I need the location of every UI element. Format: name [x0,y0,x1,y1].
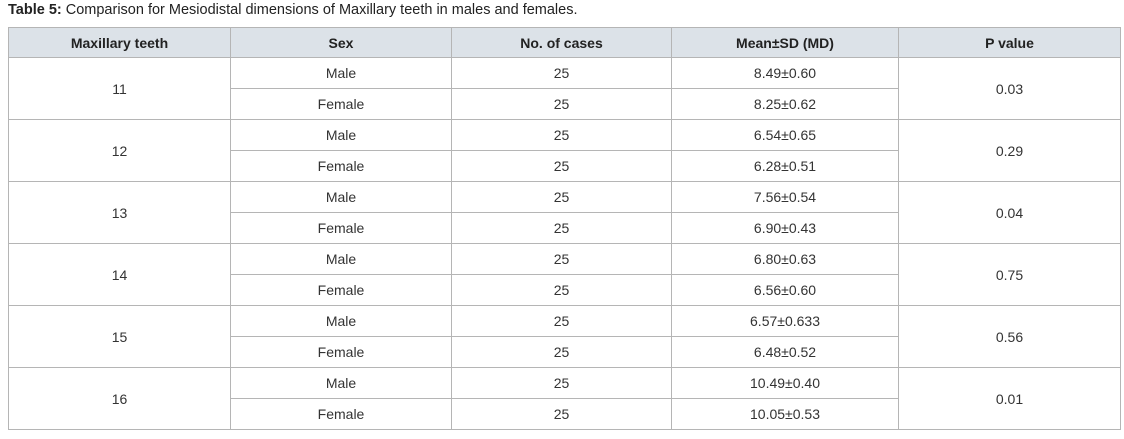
cases-cell: 25 [451,243,672,275]
tooth-cell: 12 [8,119,231,182]
cases-cell: 25 [451,88,672,120]
caption-label: Table 5: [8,2,62,18]
table-row: 14 Male 25 6.80±0.63 0.75 [8,243,1121,306]
header-row: Maxillary teeth Sex No. of cases Mean±SD (M… [8,27,1121,58]
header-cell: Sex [230,27,452,58]
table-row: 13 Male 25 7.56±0.54 0.04 [8,181,1121,244]
caption-text: Comparison for Mesiodistal dimensions of… [65,2,578,18]
table-row: 12 Male 25 6.54±0.65 0.29 [8,119,1121,182]
sex-cell: Female [230,398,452,430]
mean-sd-cell: 7.56±0.54 [671,181,899,213]
cases-cell: 25 [451,181,672,213]
mean-sd-cell: 6.54±0.65 [671,119,899,151]
cases-cell: 25 [451,57,672,89]
table-row: Female 25 8.25±0.62 [9,88,1121,120]
tooth-cell: 15 [8,305,231,368]
mean-sd-cell: 6.28±0.51 [671,150,899,182]
cases-cell: 25 [451,398,672,430]
tooth-cell: 14 [8,243,231,306]
sex-cell: Female [230,88,452,120]
cases-cell: 25 [451,305,672,337]
mean-sd-cell: 6.57±0.633 [671,305,899,337]
table-body: 11 Male 25 8.49±0.60 0.03 Female 25 8.25±0.62 12… [8,57,1121,430]
cases-cell: 25 [451,274,672,306]
table-row: Female 25 6.56±0.60 [9,274,1121,306]
mean-sd-cell: 10.49±0.40 [671,367,899,399]
cases-cell: 25 [451,119,672,151]
sex-cell: Female [230,274,452,306]
caption: Table 5: Comparison for Mesiodistal dime… [8,2,578,18]
tooth-cell: 13 [8,181,231,244]
table-row: 11 Male 25 8.49±0.60 0.03 [8,57,1121,120]
p-value-cell: 0.01 [898,367,1121,430]
cases-cell: 25 [451,336,672,368]
sex-cell: Female [230,150,452,182]
header-cell: No. of cases [451,27,672,58]
header-cell: Mean±SD (MD) [671,27,899,58]
sex-cell: Female [230,212,452,244]
p-value-cell: 0.29 [898,119,1121,182]
p-value-cell: 0.75 [898,243,1121,306]
table-row: Female 25 6.48±0.52 [9,336,1121,368]
cases-cell: 25 [451,212,672,244]
mean-sd-cell: 6.48±0.52 [671,336,899,368]
table-row: Female 25 10.05±0.53 [9,398,1121,430]
cases-cell: 25 [451,150,672,182]
p-value-cell: 0.56 [898,305,1121,368]
cases-cell: 25 [451,367,672,399]
tooth-cell: 16 [8,367,231,430]
sex-cell: Male [230,243,452,275]
table-row: Female 25 6.90±0.43 [9,212,1121,244]
sex-cell: Male [230,57,452,89]
mean-sd-cell: 8.25±0.62 [671,88,899,120]
mean-sd-cell: 10.05±0.53 [671,398,899,430]
p-value-cell: 0.03 [898,57,1121,120]
sex-cell: Male [230,367,452,399]
table-row: 15 Male 25 6.57±0.633 0.56 [8,305,1121,368]
mean-sd-cell: 6.56±0.60 [671,274,899,306]
table-row: 16 Male 25 10.49±0.40 0.01 [8,367,1121,430]
sex-cell: Male [230,181,452,213]
sex-cell: Female [230,336,452,368]
mean-sd-cell: 8.49±0.60 [671,57,899,89]
sex-cell: Male [230,305,452,337]
tooth-cell: 11 [8,57,231,120]
sex-cell: Male [230,119,452,151]
header-cell: P value [898,27,1121,58]
mean-sd-cell: 6.80±0.63 [671,243,899,275]
p-value-cell: 0.04 [898,181,1121,244]
table-row: Female 25 6.28±0.51 [9,150,1121,182]
data-table: Maxillary teeth Sex No. of cases Mean±SD (M… [8,27,1121,430]
header-cell: Maxillary teeth [8,27,231,58]
mean-sd-cell: 6.90±0.43 [671,212,899,244]
